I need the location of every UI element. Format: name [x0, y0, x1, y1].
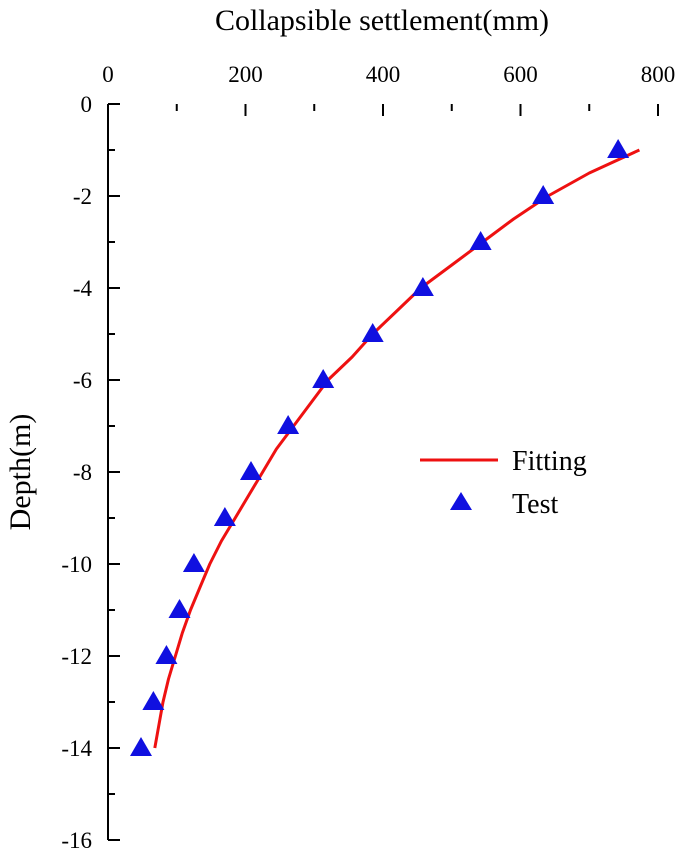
- y-tick-label: 0: [81, 92, 93, 117]
- legend: Fitting Test: [420, 446, 587, 520]
- test-point: [213, 507, 236, 526]
- test-point: [168, 599, 191, 618]
- y-axis-title: Depth(m): [4, 414, 37, 531]
- y-tick-label: -12: [61, 644, 92, 669]
- y-tick-label: -6: [73, 368, 92, 393]
- y-tick-label: -14: [61, 736, 92, 761]
- test-point: [142, 691, 165, 710]
- test-point: [277, 415, 300, 434]
- x-axis: 0 200 400 600 800: [102, 62, 675, 116]
- plot-area: [130, 139, 641, 756]
- y-tick-label: -2: [73, 184, 92, 209]
- y-tick-label: -16: [61, 828, 92, 851]
- test-point: [361, 323, 384, 342]
- legend-test-marker: [450, 492, 472, 510]
- test-point: [155, 645, 178, 664]
- test-point: [469, 231, 492, 250]
- test-point: [411, 277, 434, 296]
- y-tick-label: -10: [61, 552, 92, 577]
- test-point: [607, 139, 630, 158]
- x-axis-title: Collapsible settlement(mm): [215, 4, 549, 37]
- x-tick-label: 800: [641, 62, 676, 87]
- x-tick-label: 600: [503, 62, 538, 87]
- x-tick-label: 200: [228, 62, 263, 87]
- test-point: [532, 185, 555, 204]
- test-point: [130, 737, 152, 756]
- test-point: [182, 553, 205, 572]
- x-tick-label: 400: [366, 62, 401, 87]
- y-axis: 0 -2 -4 -6 -8 -10 -12 -14 -16: [61, 92, 120, 851]
- y-tick-label: -4: [73, 276, 93, 301]
- test-point: [240, 461, 262, 480]
- test-point: [312, 369, 335, 388]
- legend-test-label: Test: [512, 489, 558, 520]
- x-tick-label: 0: [102, 62, 114, 87]
- y-tick-label: -8: [73, 460, 92, 485]
- legend-fitting-label: Fitting: [512, 446, 587, 477]
